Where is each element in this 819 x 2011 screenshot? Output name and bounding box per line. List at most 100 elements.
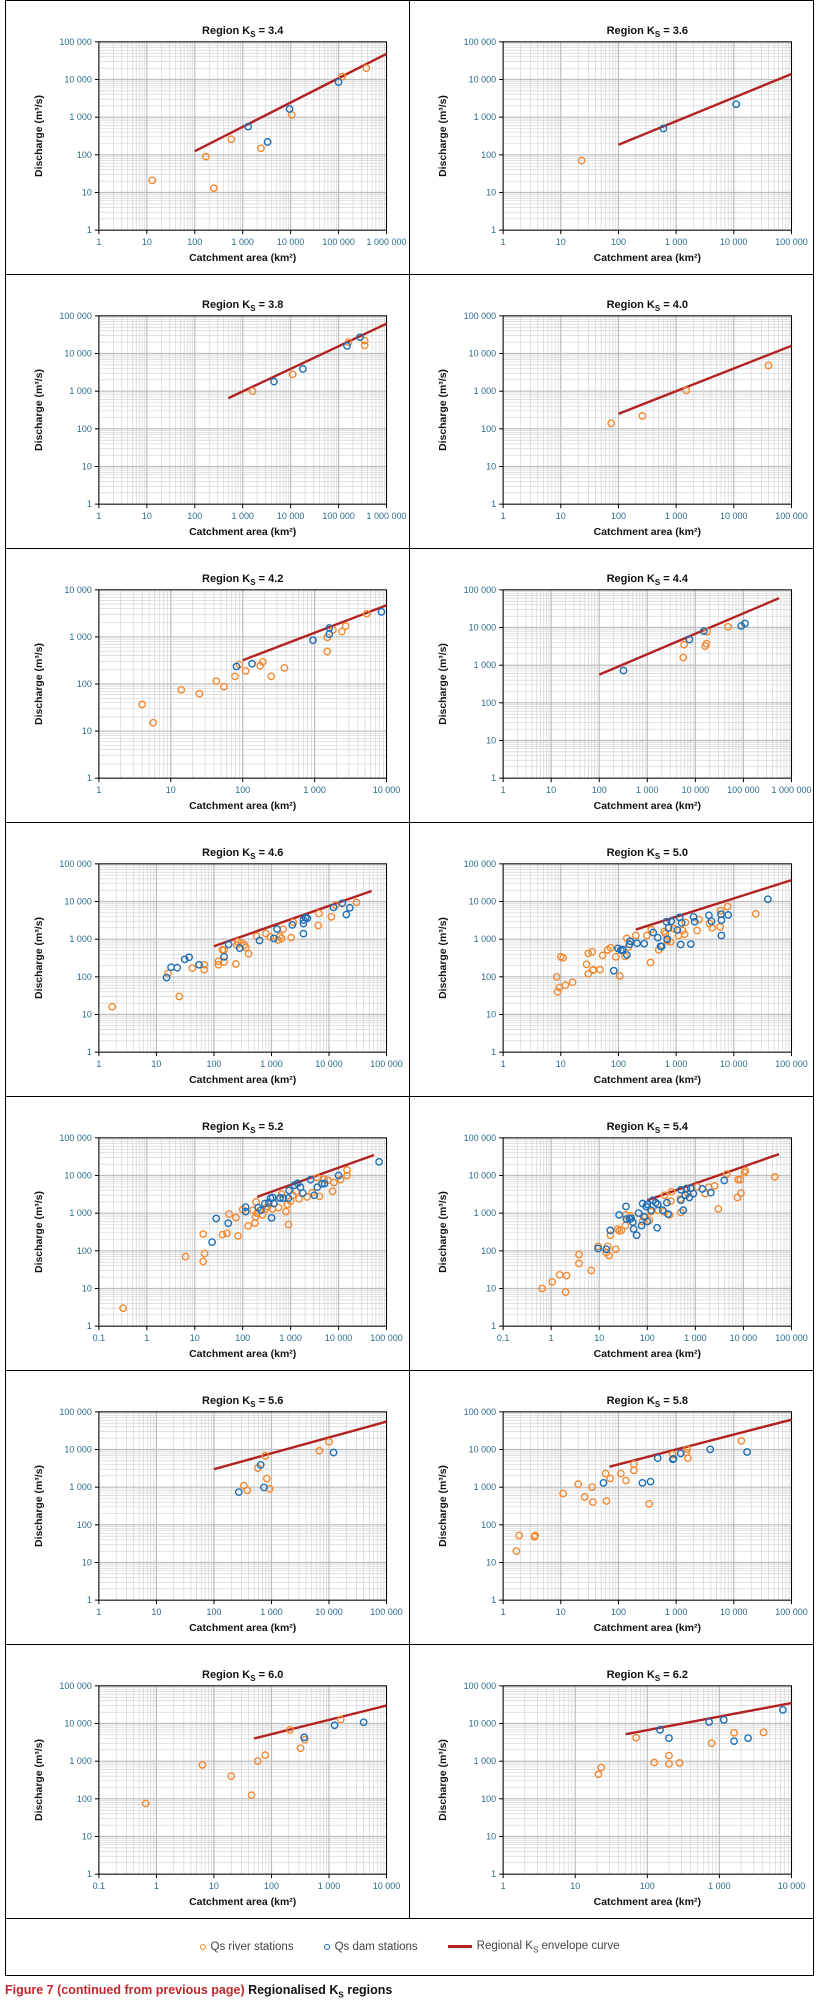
river-station-point — [315, 1446, 324, 1455]
river-station-point — [682, 1445, 691, 1453]
y-tick-label: 100 000 — [59, 859, 91, 869]
x-tick-label: 10 — [546, 785, 556, 795]
x-tick-label: 1 000 — [664, 237, 687, 247]
dam-station-point — [269, 934, 278, 943]
river-station-point — [258, 1211, 267, 1219]
river-station-point — [138, 700, 147, 709]
river-station-point — [296, 1744, 305, 1753]
dam-station-point — [279, 1194, 288, 1203]
river-station-point — [620, 952, 629, 961]
y-tick-label: 10 — [486, 1832, 496, 1842]
envelope-curve — [634, 878, 792, 931]
dam-station-point — [637, 1478, 646, 1487]
river-station-point — [277, 1190, 286, 1199]
x-tick-label: 10 — [151, 1059, 161, 1069]
x-tick-label: 1 — [96, 237, 101, 247]
river-station-point — [257, 144, 265, 153]
x-tick-label: 10 — [142, 237, 152, 247]
river-station-point — [668, 1450, 677, 1459]
dam-station-point — [208, 1238, 217, 1247]
x-tick-label: 100 — [639, 1333, 654, 1343]
x-tick-label: 1 000 — [684, 1333, 707, 1343]
x-tick-label: 1 — [500, 785, 505, 795]
y-tick-label: 10 000 — [64, 75, 91, 85]
y-tick-label: 1 — [87, 225, 92, 235]
x-tick-label: 1 — [500, 1881, 505, 1891]
y-axis-label: Discharge (m³/s) — [438, 1191, 449, 1273]
dam-station-point — [676, 1185, 685, 1194]
scatter-chart: 1 10 100 1 000 10 000 100 000 1 000 000 1 10 100 1… — [34, 25, 407, 264]
river-station-point — [692, 926, 701, 935]
river-station-point — [605, 1474, 614, 1483]
river-stations-series — [594, 1728, 767, 1779]
dam-station-point — [621, 1202, 630, 1211]
x-tick-label: 10 — [594, 1333, 604, 1343]
dam-stations-series — [232, 608, 386, 671]
dam-station-point — [651, 1198, 660, 1207]
river-station-point — [637, 412, 646, 420]
dam-station-point — [653, 933, 662, 942]
river-station-point — [676, 1208, 685, 1217]
y-tick-label: 1 000 — [69, 386, 91, 396]
dam-stations-series — [599, 1445, 751, 1487]
river-station-point — [601, 1469, 610, 1478]
y-tick-label: 1 000 — [473, 112, 496, 122]
river-station-point — [336, 1715, 345, 1724]
dam-station-point — [234, 1488, 243, 1496]
dam-station-point — [666, 917, 675, 926]
y-tick-label: 1 000 — [473, 386, 496, 396]
y-tick-label: 1 — [491, 225, 496, 235]
x-tick-label: 100 — [639, 1881, 654, 1891]
envelope-curve — [194, 52, 388, 153]
x-tick-label: 1 000 — [664, 1059, 687, 1069]
x-tick-label: 1 — [96, 511, 101, 521]
dam-station-point — [329, 903, 338, 912]
x-axis-label: Catchment area (km²) — [593, 253, 700, 264]
y-tick-label: 10 000 — [64, 1445, 91, 1455]
dam-station-point — [257, 1206, 265, 1215]
x-tick-label: 100 — [610, 237, 625, 247]
dam-station-point — [642, 1217, 651, 1226]
x-tick-label: 100 — [187, 237, 202, 247]
scatter-chart: 1 10 100 1 000 10 000 100 000 1 10 100 1 000 10 00… — [438, 25, 808, 264]
river-station-point — [231, 960, 240, 968]
figure-frame: 1 10 100 1 000 10 000 100 000 1 000 000 1 10 100 1… — [5, 0, 814, 1976]
river-station-point — [251, 1212, 260, 1221]
x-tick-label: 1 000 000 — [367, 237, 407, 247]
chart-title: Region KS = 5.6 — [202, 1395, 283, 1409]
dam-station-point — [729, 1737, 738, 1746]
chart-panel: 1 10 100 1 000 10 000 1 10 100 1 000 10 000 100 00… — [409, 1645, 813, 1919]
x-tick-label: 10 — [555, 1607, 565, 1617]
chart-title: Region KS = 6.0 — [202, 1669, 283, 1683]
dam-station-point — [642, 1200, 651, 1209]
y-tick-label: 10 000 — [64, 1171, 91, 1181]
river-station-point — [148, 176, 157, 185]
river-stations-series — [512, 1436, 745, 1556]
dam-station-point — [618, 945, 627, 954]
dam-station-point — [224, 1219, 233, 1228]
plot-area-frame — [98, 1685, 388, 1875]
dam-station-point — [299, 929, 308, 938]
river-station-point — [681, 918, 689, 927]
dam-station-point — [609, 966, 618, 975]
dam-station-point — [646, 1206, 655, 1215]
y-tick-label: 10 000 — [468, 897, 496, 907]
dam-station-point — [306, 1175, 315, 1184]
y-tick-label: 1 000 — [69, 1208, 91, 1218]
y-tick-label: 10 000 — [64, 585, 91, 595]
river-station-point — [231, 1213, 240, 1222]
dam-station-point — [260, 1483, 268, 1492]
river-station-point — [678, 653, 687, 662]
dam-station-point — [669, 1454, 677, 1463]
dam-station-point — [699, 627, 708, 636]
dam-station-point — [637, 1221, 645, 1230]
dam-station-point — [334, 78, 343, 87]
river-station-point — [261, 1451, 270, 1460]
dam-station-point — [270, 1199, 278, 1208]
x-tick-label: 100 — [591, 785, 606, 795]
x-tick-label: 10 000 — [681, 785, 709, 795]
y-axis-label: Discharge (m³/s) — [438, 95, 449, 177]
plot-area-frame — [98, 1411, 388, 1601]
dam-station-point — [690, 917, 699, 926]
y-tick-label: 100 000 — [463, 1681, 496, 1691]
